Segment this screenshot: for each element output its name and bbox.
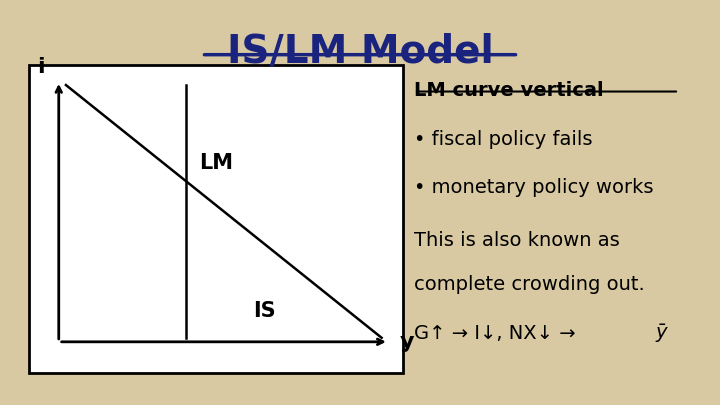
Text: LM: LM: [199, 153, 233, 173]
Text: This is also known as: This is also known as: [414, 231, 620, 250]
FancyBboxPatch shape: [29, 65, 403, 373]
Text: LM curve vertical: LM curve vertical: [414, 81, 603, 100]
Text: i: i: [37, 57, 45, 77]
Text: y: y: [400, 332, 414, 352]
Text: $\bar{y}$: $\bar{y}$: [655, 322, 670, 345]
Text: • fiscal policy fails: • fiscal policy fails: [414, 130, 593, 149]
Text: IS/LM Model: IS/LM Model: [227, 32, 493, 70]
Text: • monetary policy works: • monetary policy works: [414, 178, 654, 197]
Text: G↑ → I↓, NX↓ →: G↑ → I↓, NX↓ →: [414, 324, 588, 343]
Text: IS: IS: [253, 301, 276, 321]
Text: complete crowding out.: complete crowding out.: [414, 275, 644, 294]
